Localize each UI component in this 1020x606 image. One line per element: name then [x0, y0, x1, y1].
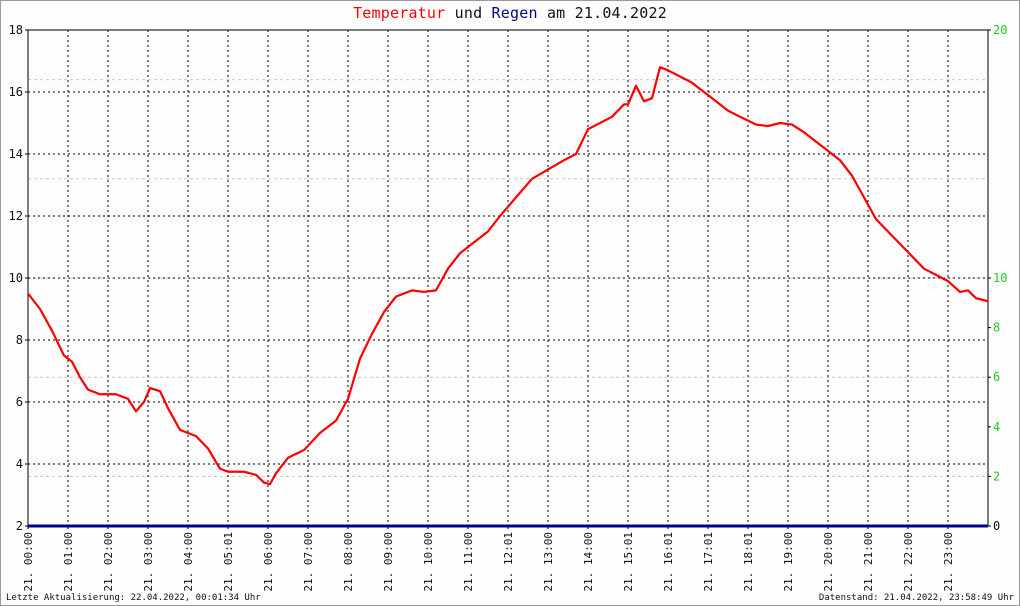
x-axis-tick-label: 21. 07:00 — [302, 532, 315, 592]
x-axis-tick-label: 21. 12:01 — [502, 532, 515, 592]
left-axis-tick-label: 2 — [16, 519, 23, 533]
x-axis-tick-label: 21. 04:00 — [182, 532, 195, 592]
temperature-series-line — [27, 66, 989, 486]
x-axis-tick-label: 21. 19:00 — [782, 532, 795, 592]
right-axis-tick-label: 2 — [993, 469, 1000, 483]
x-axis-tick-label: 21. 20:00 — [822, 532, 835, 592]
x-axis-tick-label: 21. 15:01 — [622, 532, 635, 592]
right-axis-tick-label: 10 — [993, 271, 1007, 285]
last-update-text: Letzte Aktualisierung: 22.04.2022, 00:01… — [6, 593, 261, 603]
x-axis-tick-label: 21. 21:00 — [862, 532, 875, 592]
data-status-text: Datenstand: 21.04.2022, 23:58:49 Uhr — [818, 593, 1014, 603]
left-axis-tick-label: 12 — [9, 209, 23, 223]
x-axis-tick-label: 21. 16:01 — [662, 532, 675, 592]
left-axis-tick-label: 6 — [16, 395, 23, 409]
left-axis-tick-label: 14 — [9, 147, 23, 161]
left-axis-tick-label: 10 — [9, 271, 23, 285]
title-regen-word: Regen — [491, 4, 538, 22]
left-axis-tick-label: 16 — [9, 85, 23, 99]
x-axis-tick-label: 21. 11:00 — [462, 532, 475, 592]
x-axis-tick-label: 21. 03:00 — [142, 532, 155, 592]
x-axis-tick-label: 21. 05:01 — [222, 532, 235, 592]
right-axis-tick-label: 6 — [993, 370, 1000, 384]
x-axis-tick-label: 21. 02:00 — [102, 532, 115, 592]
x-axis-tick-label: 21. 09:00 — [382, 532, 395, 592]
x-axis-tick-label: 21. 06:00 — [262, 532, 275, 592]
right-axis-tick-label: 8 — [993, 321, 1000, 335]
x-axis-tick-label: 21. 13:00 — [542, 532, 555, 592]
title-und-word: und — [454, 4, 483, 22]
x-axis-tick-label: 21. 22:00 — [902, 532, 915, 592]
x-axis-tick-label: 21. 08:00 — [342, 532, 355, 592]
x-axis-tick-label: 21. 17:01 — [702, 532, 715, 592]
left-axis-tick-label: 8 — [16, 333, 23, 347]
left-axis-tick-label: 4 — [16, 457, 23, 471]
x-axis-tick-label: 21. 01:00 — [62, 532, 75, 592]
chart-title: Temperatur und Regen am 21.04.2022 — [0, 4, 1020, 22]
x-axis-tick-label: 21. 00:00 — [22, 532, 35, 592]
right-axis-tick-label: 20 — [993, 23, 1007, 37]
right-axis-tick-label: 4 — [993, 420, 1000, 434]
title-date: am 21.04.2022 — [546, 4, 667, 22]
x-axis-tick-label: 21. 14:00 — [582, 532, 595, 592]
title-temperature-word: Temperatur — [353, 4, 446, 22]
right-axis-tick-label: 0 — [993, 519, 1000, 533]
x-axis-tick-label: 21. 18:01 — [742, 532, 755, 592]
x-axis-tick-label: 21. 10:00 — [422, 532, 435, 592]
x-axis-tick-label: 21. 23:00 — [942, 532, 955, 592]
left-axis-tick-label: 18 — [9, 23, 23, 37]
